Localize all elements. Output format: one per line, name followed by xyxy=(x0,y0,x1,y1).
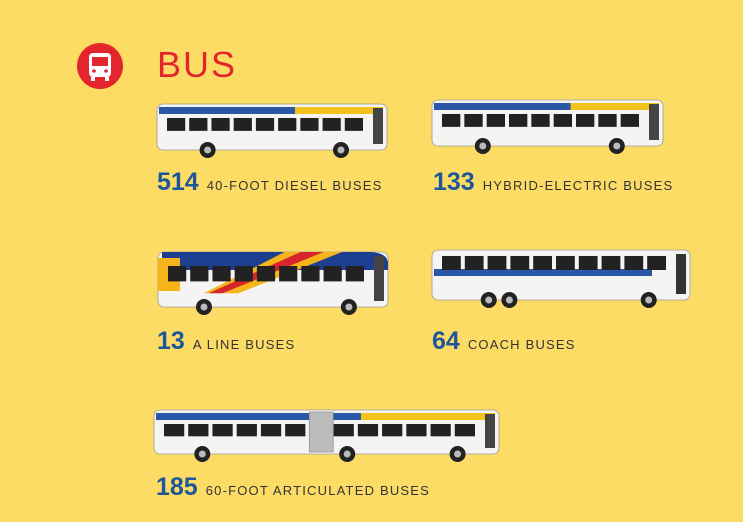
bus-stripe xyxy=(361,413,495,420)
bus-window xyxy=(464,114,483,127)
bus-window xyxy=(510,256,530,270)
bus-hub xyxy=(343,450,351,458)
bus-window xyxy=(233,118,252,131)
caption: 514 40-FOOT DIESEL BUSES xyxy=(157,168,382,197)
bus-stripe xyxy=(570,103,659,110)
bus-window xyxy=(533,256,552,270)
bus-stripe xyxy=(156,413,363,420)
bus-hub xyxy=(645,296,653,304)
bus-hub xyxy=(454,450,462,458)
bus-window xyxy=(531,114,550,127)
bus-window xyxy=(556,256,575,270)
bus-front xyxy=(676,254,686,294)
bus-window xyxy=(454,424,475,437)
bus-front xyxy=(649,104,659,140)
bus-window xyxy=(236,424,257,437)
bus-window xyxy=(464,256,484,270)
bus-stripe xyxy=(434,269,652,276)
bus-window xyxy=(190,266,209,282)
bus-window xyxy=(486,114,505,127)
bus-window xyxy=(279,266,298,282)
count: 185 xyxy=(156,473,198,501)
bus-window xyxy=(357,424,379,437)
bus-stripe xyxy=(434,103,573,110)
bus-window xyxy=(323,266,342,282)
icon-light xyxy=(104,69,108,73)
bus-hub xyxy=(485,296,493,304)
icon-light xyxy=(92,69,96,73)
count: 133 xyxy=(433,168,475,196)
bus-window xyxy=(553,114,572,127)
count: 13 xyxy=(157,327,185,355)
label: COACH BUSES xyxy=(467,337,576,352)
bus-window xyxy=(322,118,341,131)
bus-window xyxy=(211,118,230,131)
label: A LINE BUSES xyxy=(192,337,296,352)
bus-window xyxy=(442,256,461,270)
bus-window xyxy=(406,424,427,437)
bus-window xyxy=(167,118,186,131)
bus-front xyxy=(485,414,495,448)
bus-icon xyxy=(77,43,123,89)
caption: 133 HYBRID-ELECTRIC BUSES xyxy=(433,168,673,197)
bus-window xyxy=(164,424,185,437)
bus-hub xyxy=(505,296,513,304)
caption: 185 60-FOOT ARTICULATED BUSES xyxy=(156,473,430,502)
bus-hub xyxy=(337,146,345,154)
bus-hub xyxy=(345,303,353,311)
caption: 13 A LINE BUSES xyxy=(157,327,295,356)
label: 40-FOOT DIESEL BUSES xyxy=(206,178,383,193)
bus-hub xyxy=(613,142,621,150)
bus-window xyxy=(601,256,621,270)
bus-window xyxy=(255,118,275,131)
label: HYBRID-ELECTRIC BUSES xyxy=(482,178,674,193)
bus-window xyxy=(168,266,187,282)
bus-joint xyxy=(308,411,334,453)
bus-window xyxy=(278,118,297,131)
bus-window xyxy=(345,266,364,282)
bus-window xyxy=(576,114,595,127)
bus-front xyxy=(373,108,383,144)
bus-window xyxy=(212,424,233,437)
bus-window xyxy=(300,118,319,131)
bus-stripe xyxy=(159,107,297,114)
icon-window xyxy=(92,57,108,66)
bus-window xyxy=(256,266,276,282)
bus-stripe xyxy=(295,107,383,114)
count: 514 xyxy=(157,168,199,196)
bus-window xyxy=(212,266,231,282)
bus-front xyxy=(374,256,384,301)
bus-window xyxy=(189,118,208,131)
bus-window xyxy=(509,114,528,127)
bus-window xyxy=(234,266,253,282)
caption: 64 COACH BUSES xyxy=(432,327,576,356)
bus-window xyxy=(598,114,617,127)
bus-hub xyxy=(198,450,206,458)
icon-wheel xyxy=(105,77,109,81)
bus-window xyxy=(620,114,639,127)
bus-window xyxy=(487,256,507,270)
bus-window xyxy=(624,256,644,270)
bus-hub xyxy=(200,303,208,311)
bus-window xyxy=(578,256,598,270)
bus-window xyxy=(647,256,666,270)
bus-hub xyxy=(479,142,487,150)
bus-window xyxy=(344,118,363,131)
bus-window xyxy=(382,424,403,437)
title: BUS xyxy=(157,44,238,85)
bus-window xyxy=(260,424,282,437)
bus-window xyxy=(430,424,451,437)
bus-window xyxy=(301,266,320,282)
icon-wheel xyxy=(91,77,95,81)
count: 64 xyxy=(432,327,460,355)
bus-hub xyxy=(204,146,212,154)
bus-window xyxy=(442,114,461,127)
bus-window xyxy=(188,424,209,437)
label: 60-FOOT ARTICULATED BUSES xyxy=(205,483,431,498)
bus-window xyxy=(285,424,306,437)
bus-window xyxy=(333,424,354,437)
